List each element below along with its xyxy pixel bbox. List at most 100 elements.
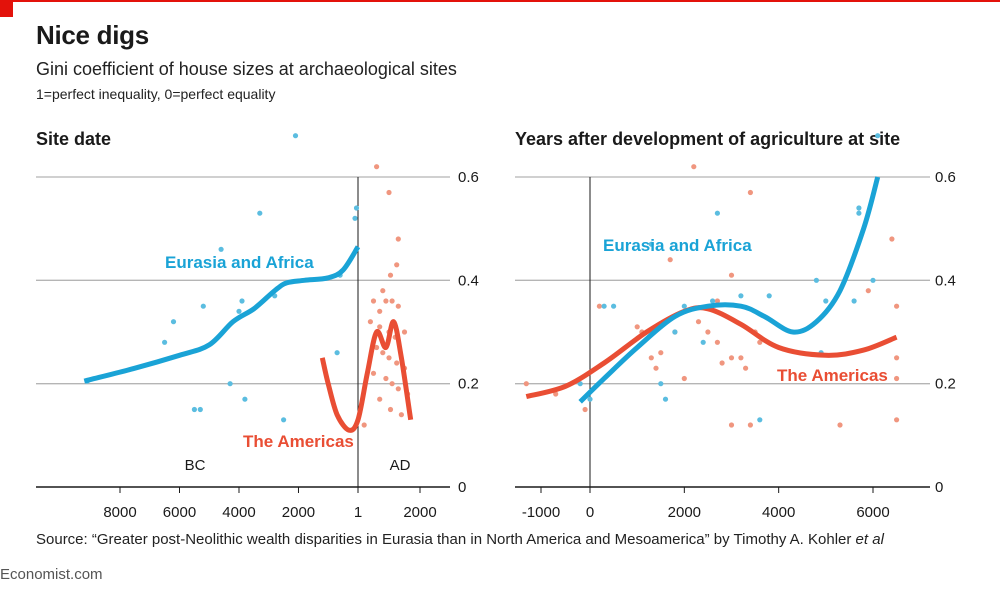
- data-point: [380, 350, 386, 356]
- data-point: [813, 277, 820, 283]
- x-tick-label: 6000: [856, 504, 889, 521]
- data-point: [361, 422, 367, 428]
- x-tick-label: 8000: [103, 504, 136, 521]
- data-point: [747, 422, 754, 428]
- data-point: [894, 375, 900, 382]
- series-label-americas: The Americas: [777, 366, 888, 385]
- data-point: [662, 396, 669, 402]
- data-point: [353, 205, 360, 211]
- top-rule: [0, 0, 1000, 2]
- x-tick-label: -1000: [522, 504, 560, 521]
- data-point: [370, 370, 377, 376]
- x-tick-label: 2000: [403, 504, 436, 521]
- x-tick-label: 2000: [282, 504, 315, 521]
- data-point: [728, 272, 735, 278]
- source-note: Source: “Greater post-Neolithic wealth d…: [36, 531, 884, 548]
- panel-title-years-after: Years after development of agriculture a…: [515, 129, 901, 149]
- data-point: [398, 412, 404, 418]
- data-point: [162, 339, 168, 345]
- data-point: [239, 298, 245, 304]
- era-label-ad: AD: [390, 457, 411, 474]
- data-point: [667, 257, 673, 263]
- panel-title-site-date: Site date: [36, 129, 112, 149]
- data-point: [823, 298, 829, 304]
- data-point: [856, 205, 862, 211]
- data-point: [894, 355, 900, 361]
- brand-tag: [0, 0, 13, 17]
- data-point: [894, 417, 900, 423]
- data-point: [377, 308, 383, 314]
- data-point: [386, 355, 392, 361]
- data-point: [292, 133, 299, 139]
- data-point: [856, 210, 862, 216]
- data-point: [383, 298, 389, 304]
- source-et-al: et al: [855, 531, 884, 548]
- data-point: [380, 288, 386, 294]
- data-point: [387, 406, 394, 413]
- data-point: [587, 396, 593, 402]
- trend-line: [578, 176, 881, 404]
- chart-title: Nice digs: [36, 20, 149, 50]
- data-point: [728, 355, 735, 361]
- data-point: [386, 189, 392, 196]
- x-tick-label: 1: [354, 504, 362, 521]
- data-point: [658, 350, 664, 356]
- series-label-americas: The Americas: [243, 432, 354, 451]
- data-point: [728, 422, 735, 428]
- data-point: [191, 406, 197, 413]
- data-point: [681, 375, 687, 382]
- data-point: [377, 324, 383, 330]
- data-point: [257, 210, 263, 216]
- data-point: [766, 293, 772, 299]
- data-point: [894, 303, 900, 309]
- data-point: [714, 298, 721, 304]
- data-point: [870, 277, 876, 283]
- chart-subtitle: Gini coefficient of house sizes at archa…: [36, 59, 457, 79]
- data-point: [865, 288, 871, 294]
- data-point: [523, 381, 529, 387]
- data-point: [334, 350, 340, 356]
- brand-footer: Economist.com: [0, 566, 103, 583]
- data-point: [553, 391, 559, 397]
- data-point: [377, 396, 383, 402]
- data-point: [389, 381, 395, 387]
- y-tick-label: 0: [458, 479, 466, 496]
- data-point: [719, 360, 725, 366]
- data-point: [596, 303, 603, 309]
- trend-line: [319, 319, 414, 433]
- y-tick-label: 0: [935, 479, 943, 496]
- data-point: [875, 133, 881, 139]
- data-point: [582, 406, 588, 413]
- x-tick-label: 4000: [222, 504, 255, 521]
- era-label-bc: BC: [185, 457, 206, 474]
- data-point: [889, 236, 895, 242]
- data-point: [648, 241, 654, 247]
- x-tick-label: 2000: [668, 504, 701, 521]
- data-point: [747, 189, 754, 196]
- data-point: [218, 246, 224, 252]
- data-point: [242, 396, 248, 402]
- data-point: [227, 381, 233, 387]
- data-point: [601, 303, 607, 309]
- data-point: [681, 303, 687, 309]
- y-tick-label: 0.2: [458, 376, 479, 393]
- data-point: [197, 406, 203, 413]
- series-label-eurasia: Eurasia and Africa: [165, 253, 314, 272]
- y-tick-label: 0.2: [935, 376, 956, 393]
- data-point: [370, 298, 377, 304]
- data-point: [395, 303, 401, 309]
- y-tick-label: 0.4: [458, 272, 479, 289]
- series-label-eurasia: Eurasia and Africa: [603, 236, 752, 255]
- source-text: Source: “Greater post-Neolithic wealth d…: [36, 531, 852, 548]
- data-point: [367, 319, 373, 325]
- data-point: [170, 319, 177, 325]
- x-tick-label: 0: [586, 504, 594, 521]
- trend-line: [83, 245, 361, 384]
- data-point: [738, 355, 744, 361]
- chart-note: 1=perfect inequality, 0=perfect equality: [36, 86, 276, 102]
- data-point: [577, 381, 583, 387]
- data-point: [395, 386, 401, 392]
- data-point: [634, 324, 640, 330]
- data-point: [281, 417, 287, 423]
